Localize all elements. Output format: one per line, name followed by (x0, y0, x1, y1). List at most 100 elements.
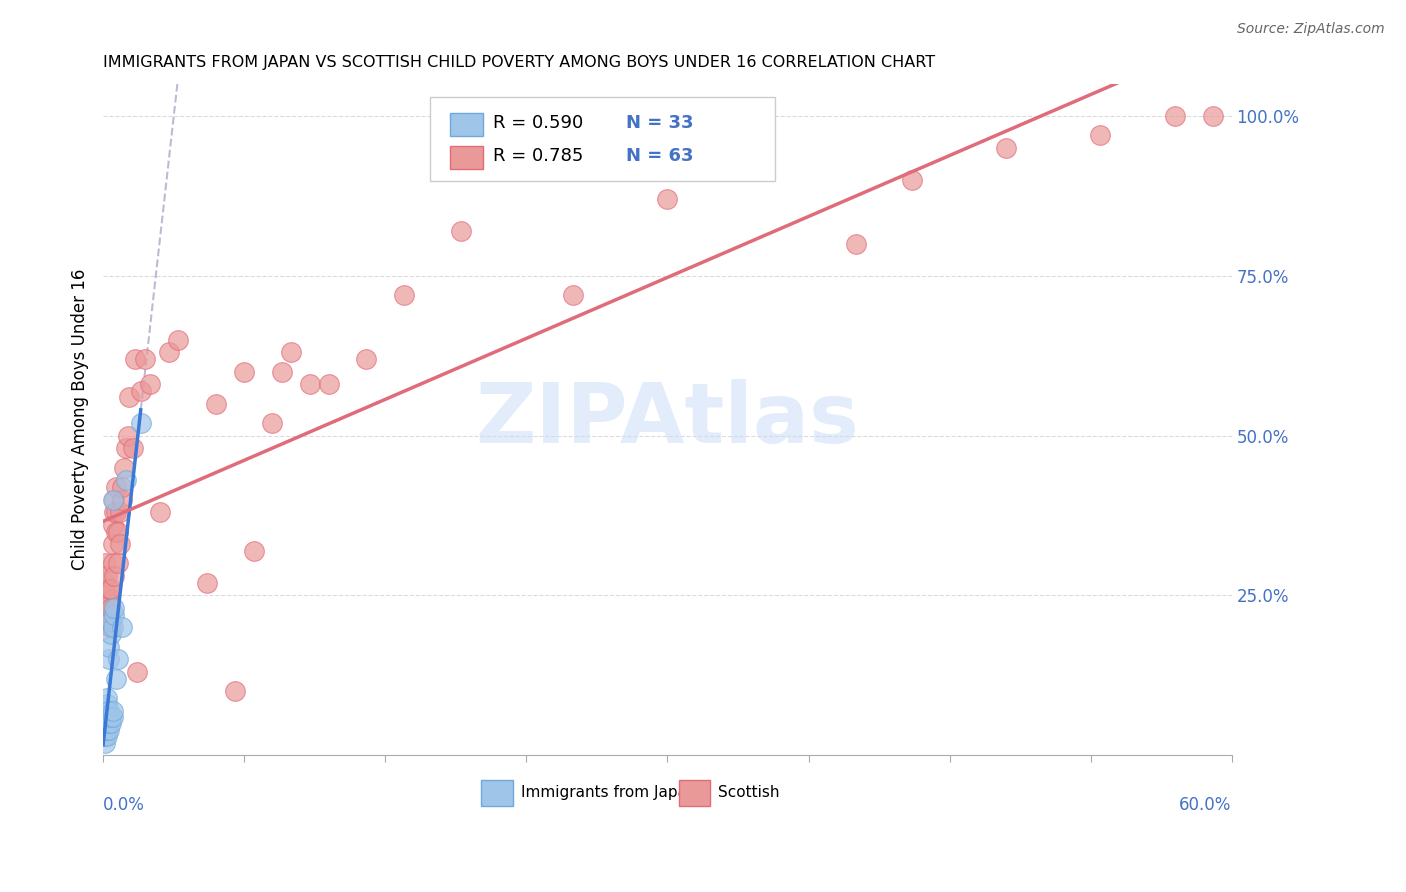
Point (97, 620, 120, 634)
Point (105, 672, 128, 686)
Point (94, 589, 117, 603)
Point (96, 569, 118, 583)
Point (224, 684, 246, 698)
Point (103, 569, 125, 583)
Point (111, 620, 134, 634)
Point (96, 704, 118, 718)
Point (100, 582, 122, 596)
Point (562, 288, 585, 302)
Point (97, 595, 120, 609)
Point (103, 601, 125, 615)
Point (114, 473, 136, 487)
Point (96, 690, 118, 705)
Point (129, 384, 152, 398)
Text: 0.0%: 0.0% (103, 796, 145, 814)
Point (117, 428, 139, 442)
Point (124, 351, 146, 366)
Point (280, 345, 302, 359)
FancyBboxPatch shape (450, 146, 484, 169)
Point (100, 710, 122, 724)
Point (101, 704, 124, 718)
Point (139, 377, 162, 392)
Point (111, 492, 134, 507)
Point (96, 716, 118, 731)
Point (94, 735, 117, 749)
Point (844, 236, 866, 251)
Point (100, 620, 122, 634)
FancyBboxPatch shape (481, 780, 513, 805)
Point (96, 710, 118, 724)
Point (103, 607, 125, 622)
Point (97, 704, 120, 718)
Point (97, 607, 120, 622)
Text: R = 0.590: R = 0.590 (492, 114, 582, 132)
Point (105, 505, 128, 519)
Point (94, 723, 117, 737)
Point (105, 524, 128, 539)
Point (94, 710, 117, 724)
Text: N = 33: N = 33 (626, 114, 693, 132)
Point (262, 416, 284, 430)
Point (242, 543, 264, 558)
Point (108, 505, 131, 519)
Text: IMMIGRANTS FROM JAPAN VS SCOTTISH CHILD POVERTY AMONG BOYS UNDER 16 CORRELATION : IMMIGRANTS FROM JAPAN VS SCOTTISH CHILD … (103, 55, 935, 70)
Y-axis label: Child Poverty Among Boys Under 16: Child Poverty Among Boys Under 16 (72, 268, 89, 570)
Point (450, 224, 472, 238)
Point (97, 723, 120, 737)
Text: ZIPAtlas: ZIPAtlas (475, 379, 859, 460)
Point (94, 716, 117, 731)
Text: R = 0.785: R = 0.785 (492, 147, 583, 165)
Point (103, 492, 125, 507)
Text: 60.0%: 60.0% (1180, 796, 1232, 814)
Point (97, 582, 120, 596)
Point (100, 601, 122, 615)
Point (101, 620, 124, 634)
Point (167, 333, 190, 347)
Point (195, 575, 218, 590)
Point (94, 575, 117, 590)
Text: N = 63: N = 63 (626, 147, 693, 165)
Point (108, 537, 131, 551)
Point (122, 442, 145, 456)
Point (114, 442, 136, 456)
Point (129, 416, 152, 430)
Point (901, 173, 924, 187)
Point (94, 729, 117, 743)
Point (101, 518, 124, 533)
Point (125, 665, 148, 680)
FancyBboxPatch shape (679, 780, 710, 805)
FancyBboxPatch shape (450, 112, 484, 136)
Point (96, 697, 118, 711)
Point (1088, 128, 1111, 142)
Point (112, 460, 135, 475)
Point (101, 537, 124, 551)
Point (100, 614, 122, 628)
Point (101, 557, 124, 571)
FancyBboxPatch shape (430, 97, 775, 181)
Point (94, 557, 117, 571)
Point (356, 351, 378, 366)
Point (101, 492, 124, 507)
Point (751, 160, 773, 174)
Point (107, 557, 129, 571)
Point (134, 351, 156, 366)
Point (97, 710, 120, 724)
Point (105, 480, 128, 494)
Point (299, 377, 322, 392)
Point (1164, 109, 1187, 123)
Point (96, 607, 118, 622)
Point (101, 710, 124, 724)
Text: Scottish: Scottish (718, 786, 780, 800)
Point (1202, 109, 1225, 123)
Point (97, 716, 120, 731)
Point (318, 377, 340, 392)
Point (157, 345, 180, 359)
Point (96, 723, 118, 737)
Text: Source: ZipAtlas.com: Source: ZipAtlas.com (1237, 22, 1385, 37)
Point (270, 365, 292, 379)
Point (118, 390, 141, 404)
Point (148, 505, 170, 519)
Point (100, 716, 122, 731)
Point (995, 141, 1018, 155)
Point (96, 729, 118, 743)
